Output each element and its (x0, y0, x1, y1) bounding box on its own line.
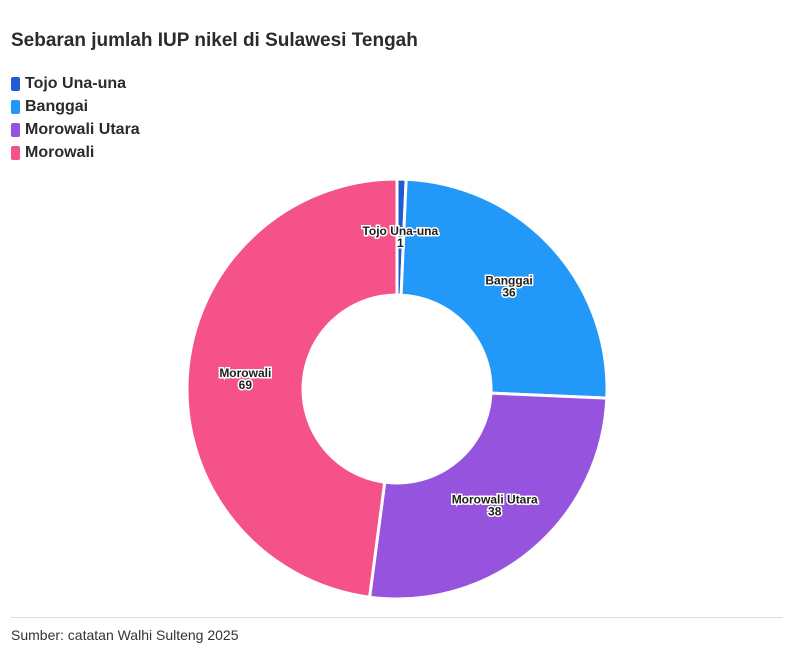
data-label-value: 1 (397, 236, 404, 250)
legend-item-banggai: Banggai (11, 95, 140, 118)
data-label-name: Banggai (485, 273, 532, 287)
data-label-name: Tojo Una-una (362, 224, 438, 238)
legend-swatch (11, 122, 20, 137)
chart-legend: Tojo Una-una Banggai Morowali Utara Moro… (11, 72, 140, 164)
data-label-value: 36 (502, 285, 516, 299)
legend-label: Morowali Utara (25, 120, 140, 138)
legend-label: Banggai (25, 97, 89, 115)
legend-item-morowali: Morowali (11, 141, 140, 164)
slice-banggai (399, 177, 609, 400)
chart-title: Sebaran jumlah IUP nikel di Sulawesi Ten… (11, 30, 418, 51)
data-label-value: 69 (239, 378, 253, 392)
data-label-value: 38 (488, 505, 502, 519)
legend-swatch (11, 145, 20, 160)
legend-swatch (11, 99, 20, 114)
legend-item-tojo-una-una: Tojo Una-una (11, 72, 140, 95)
footer-divider (11, 617, 783, 618)
legend-item-morowali-utara: Morowali Utara (11, 118, 140, 141)
slice-morowali (185, 177, 399, 599)
data-label-name: Morowali Utara (452, 493, 538, 507)
legend-label: Tojo Una-una (25, 74, 127, 92)
data-label-name: Morowali (219, 366, 271, 380)
legend-label: Morowali (25, 143, 95, 161)
source-note: Sumber: catatan Walhi Sulteng 2025 (11, 627, 239, 643)
slice-morowali-utara (368, 391, 609, 601)
legend-swatch (11, 76, 20, 91)
